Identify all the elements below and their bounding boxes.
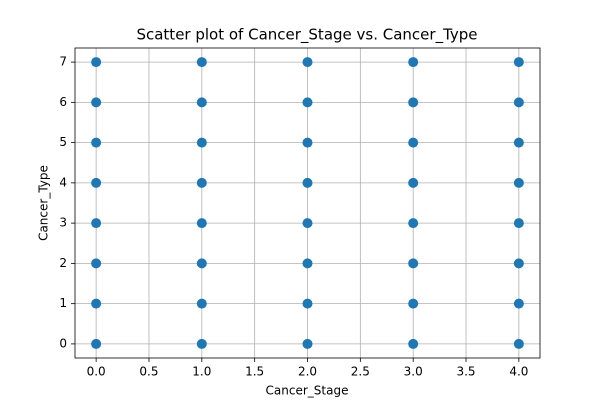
point bbox=[196, 258, 207, 269]
y-tick-label: 0 bbox=[59, 336, 67, 350]
x-tick-label: 3.0 bbox=[404, 365, 423, 379]
y-tick-label: 2 bbox=[59, 256, 67, 270]
chart-title: Scatter plot of Cancer_Stage vs. Cancer_… bbox=[136, 26, 477, 45]
point bbox=[196, 298, 207, 309]
point bbox=[91, 137, 102, 148]
point bbox=[196, 137, 207, 148]
point bbox=[513, 57, 524, 68]
x-tick-label: 0.5 bbox=[139, 365, 158, 379]
point bbox=[196, 177, 207, 188]
point bbox=[513, 97, 524, 108]
y-tick-label: 3 bbox=[59, 216, 67, 230]
point bbox=[91, 177, 102, 188]
point bbox=[302, 338, 313, 349]
x-tick-label: 2.0 bbox=[298, 365, 317, 379]
point bbox=[408, 218, 419, 229]
point bbox=[302, 258, 313, 269]
point bbox=[91, 298, 102, 309]
point bbox=[196, 338, 207, 349]
point bbox=[408, 338, 419, 349]
point bbox=[196, 97, 207, 108]
x-axis-label: Cancer_Stage bbox=[266, 384, 349, 398]
point bbox=[408, 57, 419, 68]
y-tick-label: 7 bbox=[59, 55, 67, 69]
y-tick-label: 6 bbox=[59, 95, 67, 109]
point bbox=[302, 97, 313, 108]
x-tick-label: 1.5 bbox=[245, 365, 264, 379]
x-tick-label: 2.5 bbox=[351, 365, 370, 379]
point bbox=[513, 338, 524, 349]
x-tick-label: 3.5 bbox=[456, 365, 475, 379]
point bbox=[302, 298, 313, 309]
point bbox=[513, 258, 524, 269]
point bbox=[302, 218, 313, 229]
x-tick-label: 0.0 bbox=[87, 365, 106, 379]
x-tick-label: 1.0 bbox=[192, 365, 211, 379]
point bbox=[513, 298, 524, 309]
point bbox=[513, 177, 524, 188]
point bbox=[408, 97, 419, 108]
point bbox=[408, 177, 419, 188]
point bbox=[302, 57, 313, 68]
x-tick-label: 4.0 bbox=[509, 365, 528, 379]
point bbox=[91, 57, 102, 68]
point bbox=[196, 218, 207, 229]
y-tick-label: 5 bbox=[59, 135, 67, 149]
y-tick-label: 4 bbox=[59, 175, 67, 189]
point bbox=[91, 258, 102, 269]
point bbox=[91, 97, 102, 108]
y-tick-label: 1 bbox=[59, 296, 67, 310]
point bbox=[408, 137, 419, 148]
plot-frame bbox=[74, 47, 541, 359]
point bbox=[513, 137, 524, 148]
point bbox=[408, 258, 419, 269]
point bbox=[302, 177, 313, 188]
point bbox=[513, 218, 524, 229]
point bbox=[91, 218, 102, 229]
y-axis-label: Cancer_Type bbox=[37, 165, 51, 241]
point bbox=[408, 298, 419, 309]
point bbox=[196, 57, 207, 68]
point bbox=[302, 137, 313, 148]
point bbox=[91, 338, 102, 349]
